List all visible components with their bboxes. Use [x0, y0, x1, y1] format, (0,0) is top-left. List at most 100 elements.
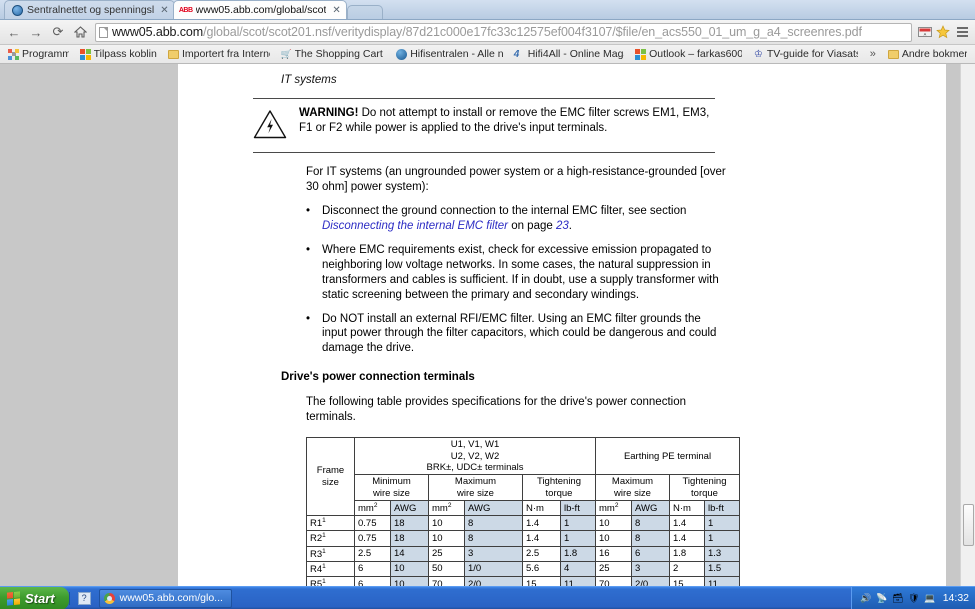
unit-header-cell: AWG [390, 500, 429, 517]
data-cell: 25 [595, 560, 632, 577]
subheader-pe-max-wire-size: Maximum wire size [595, 474, 670, 502]
data-cell: 5.6 [522, 560, 561, 577]
svg-text:A: A [924, 32, 927, 37]
data-cell: 10 [595, 515, 632, 532]
other-bookmarks-label: Andre bokmerker [901, 48, 968, 60]
security-icon[interactable]: 🛡 [908, 592, 920, 603]
bookmark-label: Hifi4All - Online Magasi... [527, 48, 624, 60]
folder-icon [887, 50, 899, 59]
data-cell: 11 [560, 575, 596, 586]
data-cell: 1.4 [669, 515, 705, 532]
bookmark-item[interactable]: Tilpass koblinger [76, 47, 161, 61]
data-cell: 10 [595, 530, 632, 547]
data-cell: 2/0 [464, 575, 523, 586]
tab-title: Sentralnettet og spenningsl [27, 4, 155, 16]
unit-header-cell: AWG [464, 500, 523, 517]
forward-icon[interactable]: → [29, 24, 43, 40]
close-icon[interactable]: ✕ [160, 4, 169, 16]
reload-icon[interactable]: ⟳ [52, 24, 64, 39]
subheader-pe-tightening-torque: Tightening torque [669, 474, 740, 502]
bookmarks-overflow-chevron[interactable]: » [869, 48, 876, 60]
bookmark-label: TV-guide for Viasats k... [766, 48, 858, 60]
intro-paragraph: For IT systems (an ungrounded power syst… [306, 166, 726, 193]
database-icon[interactable]: 🗃 [892, 592, 904, 603]
subheader-min-wire-size: Minimum wire size [354, 474, 429, 502]
group-header-drive-terminals: U1, V1, W1 U2, V2, W2 BRK±, UDC± termina… [354, 437, 596, 476]
other-bookmarks-folder[interactable]: Andre bokmerker [884, 47, 971, 61]
start-button[interactable]: Start [0, 586, 69, 609]
data-cell: 1 [704, 530, 740, 547]
volume-icon[interactable]: 🔊 [860, 592, 872, 603]
system-tray: 🔊 📡 🗃 🛡 💻 14:32 [850, 586, 975, 609]
windows-taskbar: Start ? www05.abb.com/glo... 🔊 📡 🗃 🛡 💻 1… [0, 586, 975, 609]
table-subheader-row: Minimum wire size Maximum wire size Tighte… [307, 474, 740, 502]
bookmark-item[interactable]: ♔ TV-guide for Viasats k... [749, 47, 862, 61]
power-connection-terminals-table: Frame size U1, V1, W1 U2, V2, W2 BRK±, U… [306, 437, 740, 586]
taskbar-task-button[interactable]: www05.abb.com/glo... [98, 588, 232, 608]
bookmarks-bar: Programmer Tilpass koblinger Importert f… [0, 45, 975, 64]
bullet-post-text: . [568, 219, 572, 232]
data-cell: 18 [390, 530, 429, 547]
globe-icon [11, 4, 23, 16]
document-content: IT systems WARNING! Do not attempt to in… [178, 74, 946, 586]
taskbar-task-label: www05.abb.com/glo... [119, 592, 223, 604]
row-frame-size: R31 [306, 545, 355, 562]
vertical-scrollbar[interactable] [960, 64, 975, 586]
monitor-icon[interactable]: 💻 [924, 592, 936, 603]
bookmark-label: Tilpass koblinger [93, 48, 157, 60]
globe-icon [396, 48, 408, 60]
tab-strip: Sentralnettet og spenningsl ✕ ABB www05.… [0, 0, 975, 20]
page-icon [99, 26, 108, 38]
warning-text: WARNING! Do not attempt to install or re… [299, 106, 715, 135]
folder-icon [167, 50, 179, 59]
home-icon[interactable] [70, 22, 90, 42]
network-icon[interactable]: 📡 [876, 592, 888, 603]
clock[interactable]: 14:32 [942, 592, 969, 604]
chrome-menu-icon[interactable] [953, 22, 971, 42]
bullet-list: • Disconnect the ground connection to th… [306, 204, 726, 356]
data-cell: 11 [704, 575, 740, 586]
data-cell: 2 [669, 560, 705, 577]
data-cell: 1.5 [704, 560, 740, 577]
data-cell: 1.8 [669, 545, 705, 562]
subsection-heading: Drive's power connection terminals [281, 371, 475, 384]
bookmark-item[interactable]: 4 Hifi4All - Online Magasi... [510, 47, 628, 61]
pdf-viewer[interactable]: IT systems WARNING! Do not attempt to in… [0, 64, 975, 586]
browser-tab-1[interactable]: ABB www05.abb.com/global/scot ✕ [172, 0, 347, 19]
close-icon[interactable]: ✕ [332, 4, 341, 16]
data-cell: 0.75 [354, 530, 391, 547]
bookmark-item[interactable]: Importert fra Internet ... [164, 47, 274, 61]
data-cell: 8 [464, 530, 523, 547]
row-frame-size: R51 [306, 575, 355, 586]
navigation-toolbar: ← → ⟳ www05.abb.com/global/scot/scot201.… [0, 20, 975, 45]
browser-tab-0[interactable]: Sentralnettet og spenningsl ✕ [4, 0, 175, 19]
scrollbar-thumb[interactable] [963, 504, 974, 546]
bookmark-star-icon[interactable] [935, 24, 951, 40]
new-tab-button[interactable] [346, 5, 383, 19]
cross-reference-link[interactable]: Disconnecting the internal EMC filter [322, 219, 508, 232]
bookmark-item[interactable]: Programmer [4, 47, 73, 61]
bookmark-item[interactable]: 🛒 The Shopping Cart : F... [277, 47, 390, 61]
data-cell: 2/0 [631, 575, 670, 586]
back-icon[interactable]: ← [7, 24, 21, 40]
bookmark-item[interactable]: Hifisentralen - Alle nyh... [392, 47, 507, 61]
data-cell: 1 [560, 530, 596, 547]
address-bar[interactable]: www05.abb.com/global/scot/scot201.nsf/ve… [95, 22, 912, 42]
list-item: • Disconnect the ground connection to th… [306, 204, 726, 234]
translate-icon[interactable]: A [917, 24, 933, 40]
bookmark-item[interactable]: Outlook – farkas600@... [631, 47, 746, 61]
bullet-marker: • [306, 312, 311, 325]
list-item: • Where EMC requirements exist, check fo… [306, 243, 726, 303]
data-cell: 18 [390, 515, 429, 532]
page-reference-link[interactable]: 23 [555, 219, 569, 232]
data-cell: 3 [464, 545, 523, 562]
data-cell: 70 [595, 575, 632, 586]
warning-label: WARNING! [299, 107, 359, 119]
data-cell: 1.3 [704, 545, 740, 562]
data-cell: 1 [704, 515, 740, 532]
subheader-tightening-torque: Tightening torque [522, 474, 596, 502]
show-desktop-icon[interactable]: ? [77, 591, 91, 605]
start-label: Start [25, 590, 55, 606]
warning-body: Do not attempt to install or remove the … [299, 107, 710, 134]
